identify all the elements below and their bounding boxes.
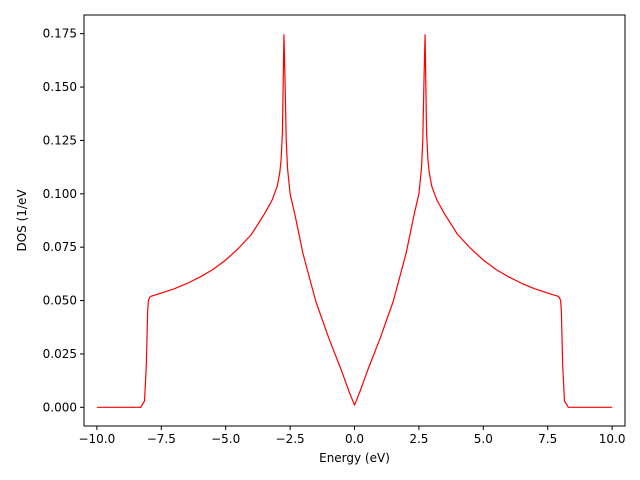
y-tick-label: 0.175 xyxy=(43,27,77,41)
x-tick-label: 10.0 xyxy=(599,432,626,446)
x-axis-label: Energy (eV) xyxy=(319,451,390,465)
axes-frame xyxy=(83,14,626,427)
x-tick-label: 2.5 xyxy=(409,432,428,446)
x-tick-label: 0.0 xyxy=(345,432,364,446)
x-tick-label: −10.0 xyxy=(78,432,115,446)
y-tick-label: 0.075 xyxy=(43,240,77,254)
plot-area xyxy=(96,34,613,408)
x-tick-label: −5.0 xyxy=(211,432,240,446)
x-tick-label: −7.5 xyxy=(147,432,176,446)
y-axis-label: DOS (1/eV xyxy=(15,189,29,252)
y-tick-label: 0.100 xyxy=(43,187,77,201)
x-axis-ticks: −10.0 −7.5 −5.0 −2.5 0.0 2.5 5.0 7.5 10.0 xyxy=(78,426,625,446)
x-tick-label: −2.5 xyxy=(276,432,305,446)
y-tick-label: 0.125 xyxy=(43,133,77,147)
y-tick-label: 0.050 xyxy=(43,294,77,308)
y-axis-ticks: 0.000 0.025 0.050 0.075 0.100 0.125 0.150 0.175 xyxy=(43,27,84,414)
y-tick-label: 0.000 xyxy=(43,400,77,414)
dos-series-line xyxy=(96,34,613,408)
x-tick-label: 5.0 xyxy=(474,432,493,446)
y-tick-label: 0.150 xyxy=(43,80,77,94)
y-tick-label: 0.025 xyxy=(43,347,77,361)
x-tick-label: 7.5 xyxy=(538,432,557,446)
